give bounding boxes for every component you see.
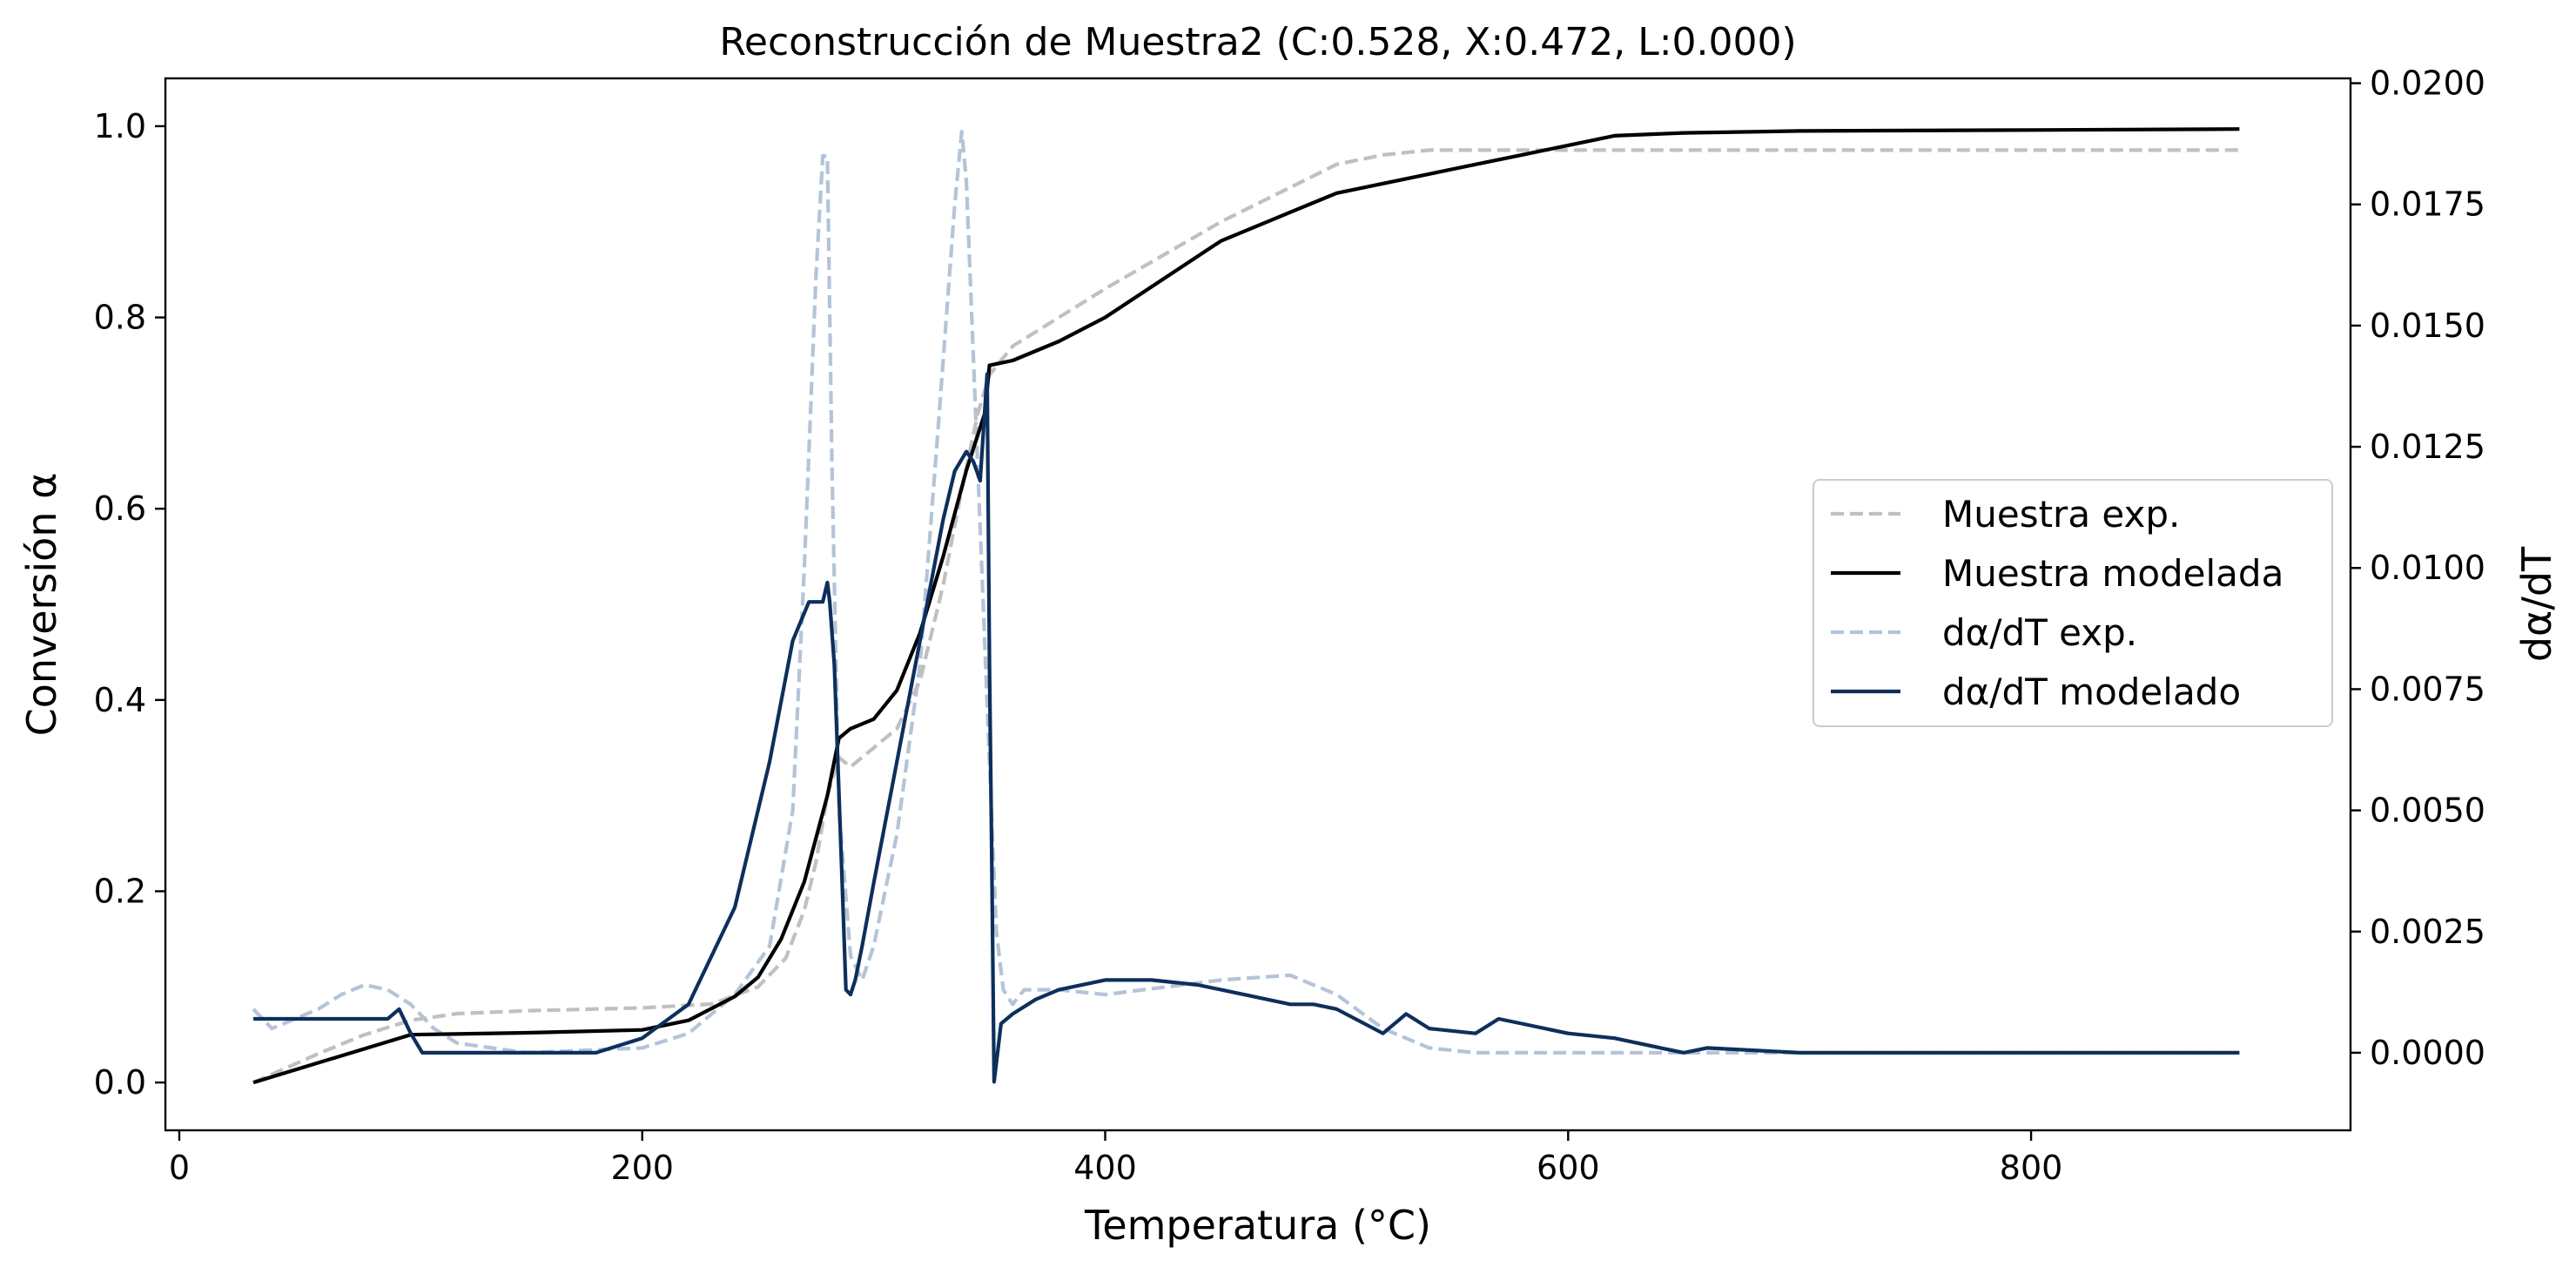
plot-frame [164,77,2352,1132]
y-tick-label: 0.8 [94,299,146,337]
y-tick-label: 0.2 [94,872,146,910]
series-line-3 [253,372,2240,1084]
y2-tick-label: 0.0050 [2370,792,2485,830]
legend-label: Muestra modelada [1942,552,2283,595]
legend-label: Muestra exp. [1942,493,2180,536]
chart-title: Reconstrucción de Muestra2 (C:0.528, X:0… [719,20,1796,64]
y-axis-label: Conversión α [18,473,65,737]
y-tick-label: 0.0 [94,1063,146,1102]
x-tick-label: 400 [1073,1149,1137,1187]
legend-label: dα/dT exp. [1942,611,2137,654]
y-axis-right: 0.0000 0.0025 0.0050 0.0075 0.0100 0.0125 0.01… [2351,64,2485,1072]
x-tick-label: 800 [2000,1149,2063,1187]
y-tick-label: 1.0 [94,107,146,145]
y-tick-label: 0.6 [94,489,146,528]
legend: Muestra exp. Muestra modelada dα/dT exp. dα… [1813,479,2333,727]
y2-tick-label: 0.0025 [2370,913,2485,951]
x-tick-label: 0 [169,1149,190,1187]
y2-tick-label: 0.0075 [2370,670,2485,708]
series-line-0 [252,148,2240,1085]
x-axis-label: Temperatura (°C) [1084,1202,1431,1249]
y2-tick-label: 0.0150 [2370,307,2485,345]
y2-axis-label: dα/dT [2513,546,2560,662]
y2-tick-label: 0.0100 [2370,549,2485,587]
y2-tick-label: 0.0175 [2370,185,2485,224]
legend-box [1813,479,2333,727]
y2-tick-label: 0.0125 [2370,428,2485,466]
y-axis-left: 0.0 0.2 0.4 0.6 0.8 1.0 [94,107,165,1102]
x-tick-label: 200 [610,1149,674,1187]
y2-tick-label: 0.0000 [2370,1034,2485,1072]
legend-label: dα/dT modelado [1942,671,2241,713]
x-axis: 0 200 400 600 800 [169,1130,2062,1187]
x-tick-label: 600 [1537,1149,1600,1187]
y2-tick-label: 0.0200 [2370,64,2485,103]
plot-area [252,127,2240,1085]
series-line-2 [252,130,2240,1055]
y-tick-label: 0.4 [94,681,146,719]
